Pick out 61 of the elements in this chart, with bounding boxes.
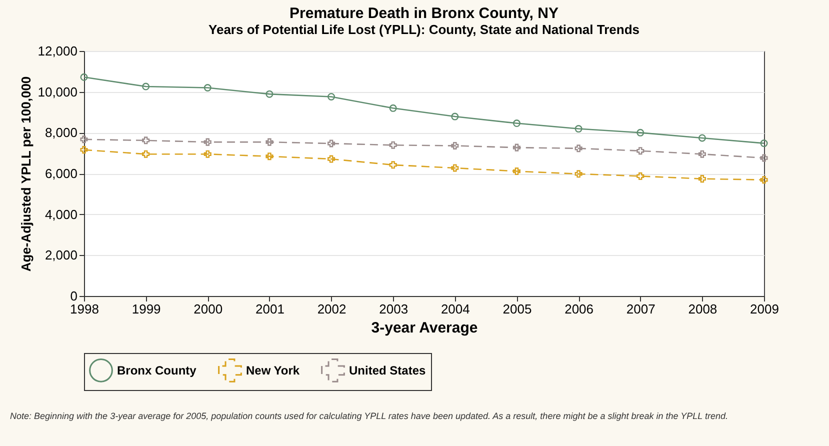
y-tick-label: 12,000 [38, 44, 78, 58]
point [142, 150, 150, 158]
point [574, 125, 582, 133]
point [512, 167, 520, 176]
point [204, 150, 212, 158]
point [328, 155, 336, 163]
point [451, 164, 459, 172]
y-tick-label: 10,000 [38, 84, 78, 100]
x-tick-label: 2000 [194, 302, 223, 316]
y-tick-label: 8,000 [44, 125, 78, 140]
point [142, 136, 150, 144]
point [512, 120, 520, 128]
chart-title: Premature Death in Bronx County, NY [290, 5, 558, 22]
x-tick-label: 1998 [70, 302, 99, 316]
x-tick-label: 2003 [379, 302, 408, 316]
point [204, 84, 212, 92]
x-tick-label: 2008 [688, 302, 718, 316]
legend-label: New York [246, 363, 300, 378]
point [512, 144, 520, 152]
point [636, 172, 644, 180]
point [760, 176, 768, 184]
point [451, 112, 459, 120]
text: Note: Beginning with the 3-year average for 2005, population counts used for calculating YPLL rates have been updated. As a result, there might be a slight break in the YPLL trend. [10, 411, 729, 422]
point [80, 146, 88, 154]
point [636, 128, 644, 136]
point [328, 140, 336, 148]
point [389, 161, 397, 169]
x-tick-label: 2006 [564, 302, 594, 316]
legend-label: Bronx County [117, 363, 197, 378]
x-tick-label: 2002 [317, 302, 346, 316]
x-tick-label: 2004 [440, 302, 470, 316]
point [328, 92, 336, 100]
point [698, 150, 706, 158]
x-tick-label: 2001 [255, 302, 284, 316]
point [142, 82, 150, 90]
point [204, 138, 212, 146]
point [574, 170, 582, 178]
point [574, 144, 582, 152]
point [636, 147, 644, 155]
y-tick-label: 2,000 [44, 248, 78, 263]
x-tick-label: 2007 [626, 302, 656, 316]
point [266, 90, 274, 98]
x-tick-label: 1999 [132, 302, 161, 316]
legend-label: United States [349, 363, 426, 378]
y-tick-label: 6,000 [44, 166, 78, 181]
chart-subtitle: Years of Potential Life Lost (YPLL): County, State and National Trends [208, 22, 640, 37]
x-tick-label: 2009 [750, 302, 779, 316]
point [451, 142, 459, 150]
x-axis-title: 3-year Average [371, 320, 478, 336]
point [266, 138, 274, 146]
point [389, 104, 397, 112]
point [389, 141, 397, 149]
point [760, 154, 768, 162]
x-tick-label: 2005 [502, 302, 532, 316]
point [80, 136, 88, 144]
point [266, 152, 274, 160]
y-axis-title: Age-Adjusted YPLL per 100,000 [18, 76, 34, 272]
y-tick-label: 4,000 [44, 206, 78, 222]
point [698, 175, 706, 183]
y-tick-label: 0 [70, 288, 78, 304]
point [698, 134, 706, 142]
